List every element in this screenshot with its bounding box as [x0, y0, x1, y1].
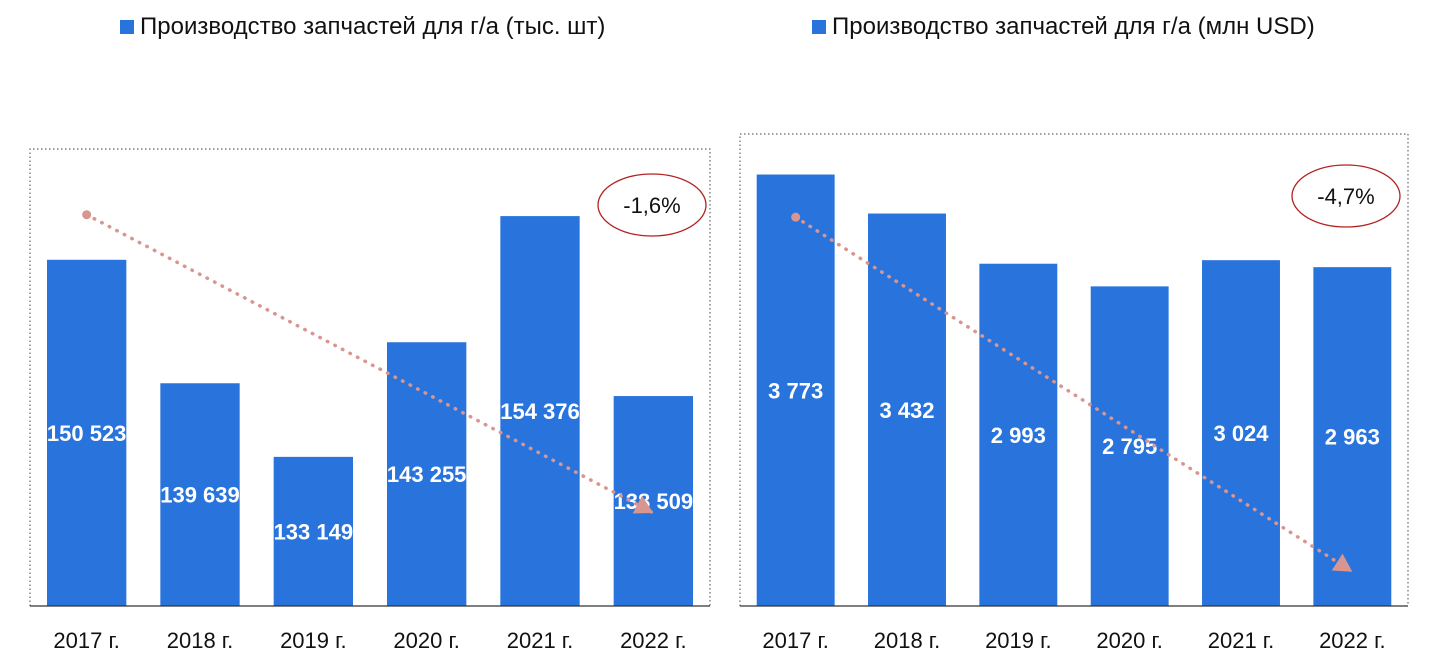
chart-panel-units: Производство запчастей для г/а (тыс. шт)…: [29, 12, 711, 653]
chart-legend: Производство запчастей для г/а (млн USD): [812, 12, 1315, 42]
x-tick-label: 2021 г.: [1208, 628, 1275, 653]
chart-legend: Производство запчастей для г/а (тыс. шт): [120, 12, 605, 42]
bar-value-label: 138 509: [614, 489, 694, 514]
bar-value-label: 143 255: [387, 462, 467, 487]
cagr-badge: [597, 173, 707, 237]
x-tick-label: 2019 г.: [985, 628, 1052, 653]
plot-frame: [739, 133, 1409, 606]
x-tick-label: 2017 г.: [53, 628, 120, 653]
bar: [613, 396, 693, 606]
bar-value-label: 154 376: [500, 399, 580, 424]
x-tick-label: 2018 г.: [167, 628, 234, 653]
x-tick-label: 2017 г.: [762, 628, 829, 653]
bar-chart-usd: 3 773 2017 г. 3 432 2018 г. 2 993 2019 г. 2 79…: [739, 133, 1409, 653]
bar: [273, 456, 353, 606]
x-tick-label: 2020 г.: [1096, 628, 1163, 653]
bar-chart-units: 150 523 2017 г. 139 639 2018 г. 133 149 2019 …: [29, 148, 711, 653]
x-tick-label: 2022 г.: [1319, 628, 1386, 653]
chart-panel-usd: Производство запчастей для г/а (млн USD)…: [718, 0, 1435, 671]
bar-value-label: 133 149: [274, 519, 354, 544]
plot-frame: [29, 148, 711, 606]
x-tick-label: 2021 г.: [507, 628, 574, 653]
cagr-value: -1,6%: [623, 193, 680, 218]
bar-value-label: 3 432: [879, 398, 934, 423]
bar: [868, 213, 946, 606]
legend-swatch: [812, 20, 826, 34]
bar: [387, 342, 467, 606]
legend-label: Производство запчастей для г/а (тыс. шт): [140, 13, 606, 40]
bar: [47, 259, 127, 606]
bar-value-label: 2 963: [1325, 425, 1380, 450]
x-tick-label: 2019 г.: [280, 628, 347, 653]
trend-arrowhead: [1331, 553, 1353, 572]
bar: [160, 383, 240, 606]
bar-value-label: 3 773: [768, 378, 823, 403]
legend-swatch: [120, 20, 134, 34]
bar-value-label: 150 523: [47, 421, 127, 446]
bar: [979, 263, 1058, 606]
trend-arrowhead: [632, 495, 654, 514]
bar-value-label: 2 993: [991, 423, 1046, 448]
bar: [1313, 267, 1392, 606]
trend-start-marker: [791, 212, 801, 222]
bar: [500, 216, 580, 606]
bar-value-label: 139 639: [160, 483, 240, 508]
x-tick-label: 2020 г.: [393, 628, 460, 653]
cagr-value: -4,7%: [1317, 184, 1374, 209]
bar: [756, 174, 835, 606]
cagr-badge: [1291, 164, 1401, 228]
bar-value-label: 2 795: [1102, 434, 1157, 459]
trend-line: [793, 215, 1355, 574]
trend-start-marker: [82, 210, 92, 220]
x-tick-label: 2018 г.: [874, 628, 941, 653]
bar: [1202, 260, 1280, 606]
x-tick-label: 2022 г.: [620, 628, 687, 653]
legend-label: Производство запчастей для г/а (млн USD): [832, 13, 1315, 40]
bar-value-label: 3 024: [1213, 421, 1269, 446]
